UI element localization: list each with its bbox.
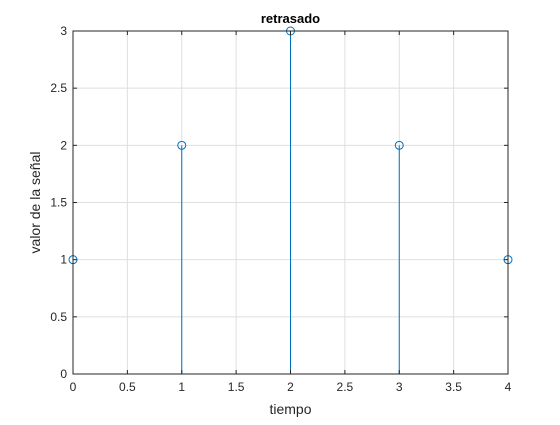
chart-title: retrasado: [261, 11, 320, 26]
stem-marker: [177, 140, 187, 150]
stem-marker: [394, 140, 404, 150]
y-tick-label: 3: [60, 24, 67, 38]
x-tick-label: 3: [396, 380, 403, 394]
x-tick-label: 1: [178, 380, 185, 394]
ticks: 0 0.5 1 1.5 2 2.5 3 3.5 4 0 0.5 1 1.5 2 2.5 3: [50, 24, 511, 394]
y-tick-label: 0: [60, 367, 67, 381]
x-tick-label: 0.5: [119, 380, 136, 394]
y-axis-label: valor de la señal: [27, 152, 43, 254]
y-tick-label: 1: [60, 253, 67, 267]
x-tick-label: 3.5: [445, 380, 462, 394]
y-tick-label: 0.5: [50, 310, 67, 324]
x-tick-label: 2.5: [337, 380, 354, 394]
stem-series: [68, 26, 513, 374]
x-tick-label: 0: [70, 380, 77, 394]
y-tick-label: 2.5: [50, 81, 67, 95]
y-tick-label: 1.5: [50, 196, 67, 210]
x-tick-label: 1.5: [228, 380, 245, 394]
x-axis-label: tiempo: [269, 401, 311, 417]
x-tick-label: 4: [505, 380, 512, 394]
x-tick-label: 2: [287, 380, 294, 394]
y-tick-label: 2: [60, 138, 67, 152]
